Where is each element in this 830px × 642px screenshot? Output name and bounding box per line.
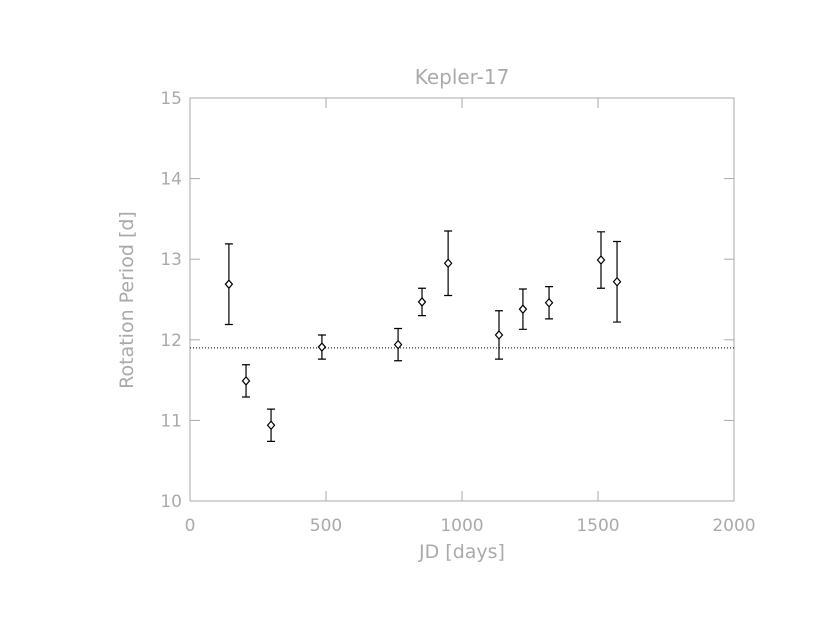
y-axis-label: Rotation Period [d]: [116, 211, 138, 389]
point: [596, 255, 606, 265]
y-tick-label: 12: [160, 331, 182, 351]
x-tick-label: 2000: [712, 516, 755, 536]
y-tick-label: 11: [160, 411, 182, 431]
x-axis-label: JD [days]: [418, 541, 505, 563]
point: [518, 304, 528, 315]
x-tick-label: 500: [310, 516, 342, 536]
point: [393, 339, 403, 350]
point: [494, 330, 504, 340]
point: [544, 297, 554, 308]
y-tick-label: 14: [160, 170, 182, 190]
x-tick-label: 0: [185, 516, 196, 536]
point: [224, 279, 234, 290]
point: [417, 297, 427, 307]
point: [317, 342, 327, 352]
y-tick-label: 15: [160, 89, 182, 109]
y-tick-label: 10: [160, 492, 182, 512]
point: [266, 420, 276, 431]
y-tick-label: 13: [160, 250, 182, 270]
x-tick-label: 1500: [576, 516, 619, 536]
x-tick-label: 1000: [440, 516, 483, 536]
point: [241, 375, 251, 386]
point: [443, 258, 453, 269]
point: [612, 276, 622, 287]
chart-title: Kepler-17: [415, 65, 510, 89]
